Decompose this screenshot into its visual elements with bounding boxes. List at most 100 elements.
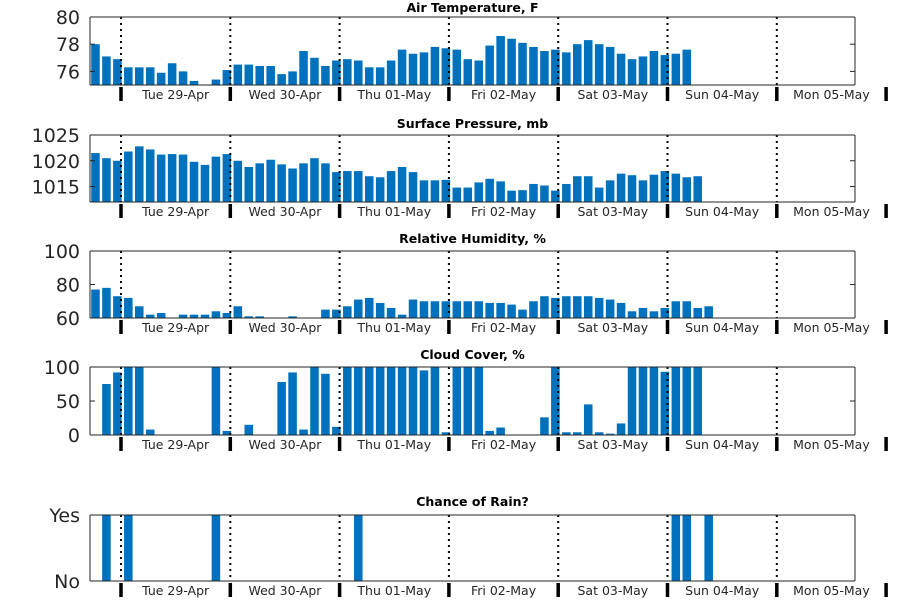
bar [113,59,122,85]
bar [562,296,571,318]
bar [419,301,429,318]
bar [660,307,670,318]
y-tick-label: 1025 [32,125,80,147]
bar [310,158,319,202]
bar [693,176,702,202]
bar [102,287,111,318]
bar [211,367,221,435]
bar [616,423,626,435]
y-tick-label: 0 [68,425,80,447]
bar [222,312,232,318]
bar [430,180,440,202]
bar [419,180,429,202]
bar [627,311,637,318]
bar [156,154,166,202]
bar [354,367,363,435]
bar [529,183,538,202]
bar [91,44,100,85]
bar [441,179,451,202]
day-label: Tue 29-Apr [141,437,210,452]
bar [408,299,418,318]
panel-title: Chance of Rain? [416,494,529,509]
bar [124,297,133,318]
bar [463,301,473,318]
bar [124,151,133,202]
bar [452,187,462,202]
bar [189,161,199,202]
bar [145,149,155,202]
bar [594,432,604,435]
y-tick-label: 80 [56,275,80,297]
bar [343,171,352,202]
bar [485,302,494,318]
bar [452,301,462,318]
bar [693,367,702,435]
bar [441,48,451,85]
day-label: Mon 05-May [793,87,870,102]
bar [354,60,363,85]
y-tick-label: 1020 [32,151,80,173]
y-tick-label: 1015 [32,177,80,199]
bar [474,301,483,318]
bar [649,311,659,318]
day-label: Sun 04-May [685,87,760,102]
bar [386,307,396,318]
bar [419,52,429,85]
day-label: Sat 03-May [577,204,648,219]
bar [496,302,505,318]
bar [474,182,483,202]
bar [332,60,341,85]
day-label: Thu 01-May [356,320,431,335]
bar [91,289,100,318]
bar [332,426,341,435]
bar [660,371,670,435]
day-label: Mon 05-May [793,583,870,598]
bar [441,301,451,318]
day-label: Tue 29-Apr [141,204,210,219]
bar [299,429,308,435]
bar [551,49,560,85]
bar [562,183,571,202]
bar [135,67,144,85]
bar [178,71,188,85]
bar [288,168,297,202]
day-label: Tue 29-Apr [141,320,210,335]
bar [343,306,352,318]
bar [507,38,516,85]
bar [518,190,527,202]
bar [452,49,462,85]
bar [102,158,111,202]
bar [518,309,527,318]
day-label: Sun 04-May [685,583,760,598]
bar [551,297,560,318]
day-label: Sun 04-May [685,437,760,452]
bar [255,163,264,202]
bar [496,36,505,85]
bar [605,299,615,318]
bar [288,71,297,85]
bar [244,64,254,85]
bar [167,63,177,85]
bar [277,381,286,435]
day-label: Thu 01-May [356,437,431,452]
bar [375,302,385,318]
bar [573,432,582,435]
bar [430,367,440,435]
day-label: Tue 29-Apr [141,87,210,102]
bar [310,57,319,85]
bar [594,44,604,85]
bar [627,59,637,85]
bar [277,74,286,85]
bar [452,367,462,435]
bar [671,173,681,202]
bar [102,515,111,581]
panel-title: Cloud Cover, % [420,347,525,362]
bar [562,52,571,85]
bar [321,163,330,202]
bar [124,515,133,581]
bar [540,185,549,202]
bar [562,432,571,435]
bar [397,314,407,318]
bar [354,299,363,318]
